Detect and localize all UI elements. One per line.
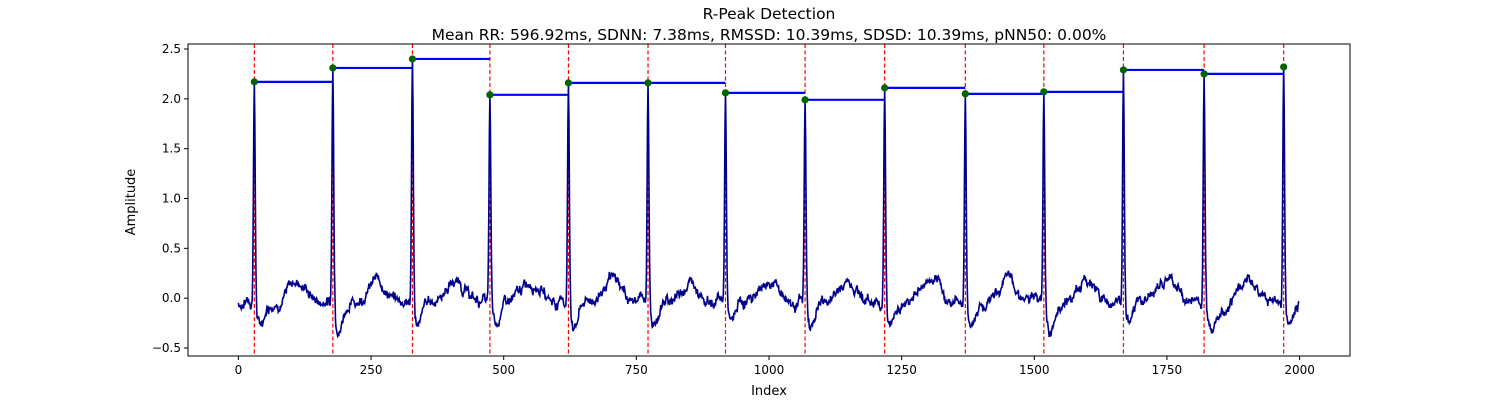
r-peak-marker xyxy=(486,91,494,99)
r-peak-marker xyxy=(1040,88,1048,96)
y-tick-label: 1.0 xyxy=(162,192,181,206)
x-axis-ticks: 0 250 500 750 1000 1250 1500 1750 2000 xyxy=(235,356,1315,377)
r-peak-marker xyxy=(250,78,258,86)
r-peak-marker xyxy=(801,96,809,104)
x-tick-label: 2000 xyxy=(1284,363,1315,377)
x-tick-label: 1500 xyxy=(1019,363,1050,377)
y-tick-label: −0.5 xyxy=(152,341,181,355)
x-axis-label: Index xyxy=(751,384,787,399)
r-peak-marker xyxy=(1119,66,1128,74)
r-peak-marker xyxy=(329,64,337,72)
x-tick-label: 0 xyxy=(235,363,243,377)
plot-area xyxy=(188,44,1350,356)
ecg-signal-line xyxy=(237,58,1300,339)
y-tick-label: 2.0 xyxy=(162,92,181,106)
r-peak-marker xyxy=(961,90,969,98)
x-tick-label: 250 xyxy=(360,363,383,377)
peak-markers xyxy=(250,55,1288,104)
rr-segments xyxy=(254,57,1284,101)
x-tick-label: 1750 xyxy=(1152,363,1183,377)
x-tick-label: 500 xyxy=(492,363,515,377)
x-tick-label: 1250 xyxy=(886,363,917,377)
r-peak-marker xyxy=(881,84,889,92)
y-tick-label: 1.5 xyxy=(162,142,181,156)
r-peak-marker xyxy=(564,79,573,87)
r-peak-marker xyxy=(1200,70,1208,78)
r-peak-marker xyxy=(644,79,652,87)
y-axis-label: Amplitude xyxy=(124,169,139,236)
y-axis-ticks: −0.5 0.0 0.5 1.0 1.5 2.0 2.5 xyxy=(152,42,188,355)
chart-subtitle: Mean RR: 596.92ms, SDNN: 7.38ms, RMSSD: … xyxy=(432,26,1107,44)
x-tick-label: 750 xyxy=(625,363,648,377)
x-tick-label: 1000 xyxy=(754,363,785,377)
y-tick-label: 0.0 xyxy=(162,291,181,305)
y-tick-label: 0.5 xyxy=(162,241,181,255)
r-peak-marker xyxy=(721,89,730,97)
chart-title: R-Peak Detection xyxy=(703,5,836,23)
r-peak-marker xyxy=(1280,63,1288,71)
r-peak-marker xyxy=(408,55,417,63)
y-tick-label: 2.5 xyxy=(162,42,181,56)
